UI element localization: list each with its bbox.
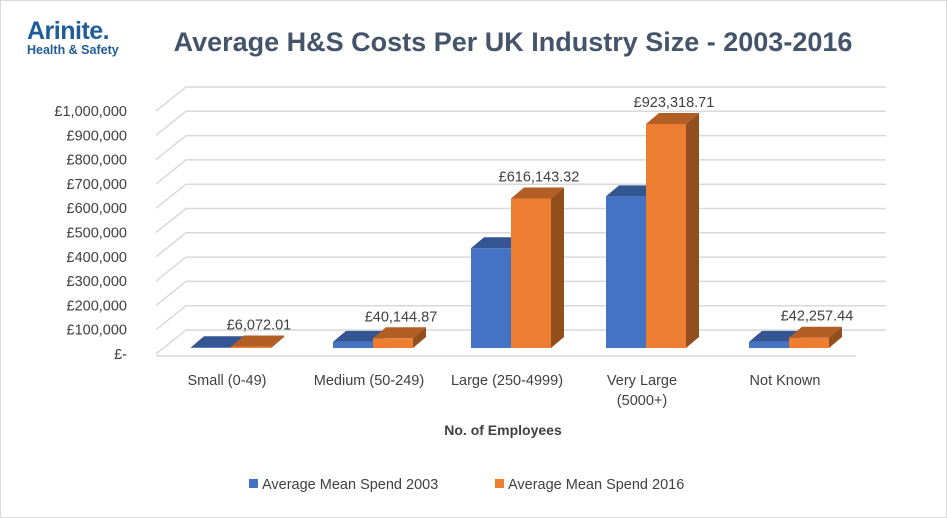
y-tick-label: £300,000 [67, 274, 127, 290]
bar-front [789, 337, 829, 348]
logo: Arinite. Health & Safety [27, 17, 119, 57]
y-tick-label: £500,000 [67, 226, 127, 242]
bar-top [646, 113, 699, 124]
y-tick-label: £700,000 [67, 177, 127, 193]
x-tick-label: Very Large [607, 373, 677, 389]
y-tick-label: £800,000 [67, 153, 127, 169]
y-tick-label: £200,000 [67, 298, 127, 314]
bar [373, 327, 426, 348]
bar-top [749, 330, 802, 342]
bar-front [646, 124, 686, 348]
bar-top [373, 327, 426, 339]
bar [231, 335, 284, 348]
y-tick-label: £- [114, 347, 127, 363]
bar-top [191, 336, 244, 348]
bar-top [789, 326, 842, 338]
bar-front [333, 341, 373, 348]
bar-side [829, 326, 842, 348]
bar-front [373, 338, 413, 348]
x-tick-label: Medium (50-249) [314, 373, 424, 389]
gridline [155, 110, 886, 136]
gridline [155, 134, 886, 161]
bar-top [231, 335, 284, 347]
chart-title: Average H&S Costs Per UK Industry Size -… [174, 27, 853, 57]
logo-name: Arinite. [27, 17, 110, 45]
bar-top [471, 237, 524, 249]
data-label: £6,072.01 [227, 318, 292, 334]
x-tick-label: Large (250-4999) [451, 373, 563, 389]
x-tick-label: Small (0-49) [188, 373, 267, 389]
x-tick-label: Not Known [750, 373, 821, 389]
x-tick-label: (5000+) [617, 393, 667, 409]
bar-front [191, 347, 231, 348]
bar-front [231, 346, 271, 348]
bar [511, 187, 564, 348]
data-label: £40,144.87 [365, 309, 438, 325]
bar-front [511, 198, 551, 348]
legend-swatch [249, 479, 258, 488]
legend-label: Average Mean Spend 2003 [262, 477, 438, 493]
y-tick-label: £900,000 [67, 128, 127, 144]
y-tick-label: £100,000 [67, 323, 127, 339]
bar-front [606, 196, 646, 348]
bar-front [471, 248, 511, 348]
data-label: £923,318.71 [634, 95, 715, 111]
bar-side [271, 335, 284, 348]
bar-top [333, 330, 386, 342]
bar-side [413, 327, 426, 348]
bar-top [511, 187, 564, 199]
bar-top [606, 185, 659, 197]
bar [789, 326, 842, 348]
y-tick-label: £400,000 [67, 250, 127, 266]
logo-tagline: Health & Safety [27, 43, 119, 57]
legend-label: Average Mean Spend 2016 [508, 477, 684, 493]
data-label: £42,257.44 [781, 309, 854, 325]
bar-front [749, 341, 789, 348]
bar-side [551, 187, 564, 348]
gridline [155, 86, 886, 112]
legend-swatch [495, 479, 504, 488]
y-tick-label: £600,000 [67, 201, 127, 217]
x-axis-title: No. of Employees [444, 422, 562, 438]
bar [646, 113, 699, 348]
bar-side [686, 113, 699, 348]
y-tick-label: £1,000,000 [54, 104, 127, 120]
data-label: £616,143.32 [499, 170, 580, 186]
